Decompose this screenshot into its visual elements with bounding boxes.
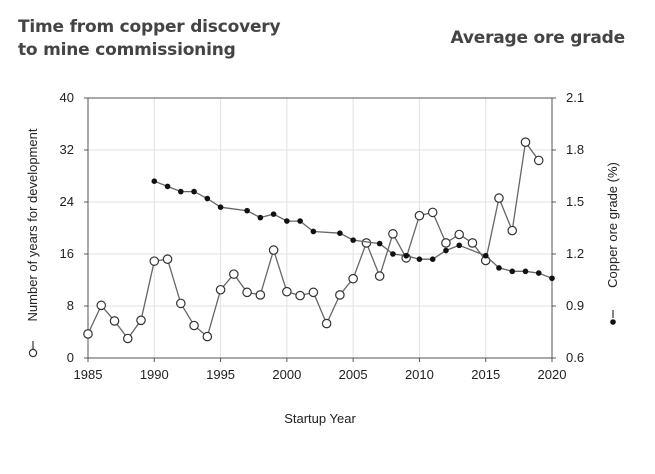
data-point-years: [507, 225, 518, 236]
y-right-tick-label: 1.2: [566, 246, 584, 261]
y-left-tick-label: 8: [67, 298, 74, 313]
grid-lines: [87, 97, 553, 359]
data-point-years: [215, 284, 226, 295]
data-point-ore-grade: [456, 242, 463, 249]
data-point-ore-grade: [416, 256, 423, 263]
data-point-years: [361, 238, 372, 248]
data-point-ore-grade: [482, 252, 489, 259]
x-tick-label: 2000: [272, 367, 301, 382]
data-point-years: [321, 318, 332, 329]
y-right-tick-label: 0.6: [566, 350, 584, 365]
data-point-years: [136, 315, 146, 326]
series-group: [83, 137, 555, 344]
x-axis-label: Startup Year: [284, 411, 356, 426]
data-point-years: [229, 269, 239, 279]
legend-open-circle-icon: [28, 348, 38, 358]
data-point-years: [467, 238, 478, 248]
data-point-ore-grade: [284, 218, 290, 224]
y-left-tick-label: 16: [60, 246, 74, 261]
x-axis-ticks: 1985 1990 1995 2000 2005 2010 2015 2020: [74, 358, 567, 382]
data-point-ore-grade: [549, 275, 555, 282]
data-point-years: [335, 290, 345, 300]
y-left-tick-label: 0: [67, 350, 74, 365]
y-left-tick-label: 24: [60, 194, 74, 209]
chart-title-right: Average ore grade: [450, 28, 626, 48]
y-right-tick-label: 1.8: [566, 142, 584, 157]
data-point-ore-grade: [522, 268, 529, 275]
data-point-years: [308, 287, 319, 298]
x-tick-label: 2020: [538, 367, 567, 382]
data-point-ore-grade: [350, 237, 356, 243]
data-point-ore-grade: [509, 268, 516, 275]
data-point-years: [268, 245, 279, 255]
y-axis-left-label: Number of years for development: [25, 128, 40, 321]
y-right-tick-label: 2.1: [566, 90, 584, 105]
y-axis-left-ticks: 0 8 16 24 32 40: [60, 90, 88, 365]
data-point-years: [295, 290, 305, 301]
legend-right-marker: [610, 310, 616, 325]
data-point-years: [494, 193, 504, 203]
data-point-ore-grade: [496, 265, 502, 271]
data-point-years: [242, 287, 252, 298]
data-point-years: [202, 331, 213, 342]
data-point-ore-grade: [257, 214, 264, 221]
data-point-years: [122, 333, 133, 344]
data-point-years: [83, 329, 93, 339]
data-point-ore-grade: [204, 195, 211, 202]
data-point-ore-grade: [429, 256, 436, 263]
x-tick-label: 1990: [140, 367, 169, 382]
data-point-ore-grade: [376, 240, 383, 247]
data-point-ore-grade: [244, 207, 250, 214]
data-point-years: [520, 137, 531, 147]
data-point-ore-grade: [337, 230, 343, 236]
y-axis-right-label: Copper ore grade (%): [605, 162, 620, 288]
data-point-years: [348, 273, 358, 284]
data-point-years: [109, 316, 120, 326]
data-point-ore-grade: [191, 188, 197, 195]
data-point-ore-grade: [390, 251, 396, 257]
data-point-ore-grade: [151, 178, 158, 184]
data-point-years: [454, 229, 464, 240]
data-point-years: [255, 290, 266, 300]
data-point-years: [388, 229, 398, 239]
data-point-years: [427, 207, 438, 218]
x-tick-label: 2015: [471, 367, 500, 382]
chart-title-left-line1: Time from copper discovery: [18, 17, 281, 37]
y-right-tick-label: 1.5: [566, 194, 584, 209]
y-left-tick-label: 32: [60, 142, 74, 157]
y-axis-right-ticks: 0.6 0.9 1.2 1.5 1.8 2.1: [552, 90, 584, 365]
data-point-years: [176, 298, 186, 309]
data-point-years: [162, 254, 173, 265]
data-point-ore-grade: [178, 188, 184, 195]
data-point-years: [189, 320, 199, 331]
data-point-years: [414, 210, 425, 221]
data-point-ore-grade: [270, 211, 277, 217]
data-point-years: [282, 286, 292, 297]
data-point-years: [96, 300, 107, 311]
x-tick-label: 1995: [206, 367, 235, 382]
y-left-tick-label: 40: [60, 90, 74, 105]
chart-title-left: Time from copper discovery to mine commi…: [18, 16, 318, 62]
legend-filled-circle-icon: [610, 319, 616, 325]
data-point-years: [533, 155, 544, 166]
plot-frame: [87, 97, 553, 359]
data-point-ore-grade: [535, 270, 542, 276]
data-point-years: [149, 256, 160, 266]
data-point-ore-grade: [297, 218, 303, 224]
x-tick-label: 2010: [405, 367, 434, 382]
y-right-tick-label: 0.9: [566, 298, 584, 313]
chart-title-left-line2: to mine commissioning: [18, 40, 236, 60]
data-point-ore-grade: [403, 252, 409, 259]
x-tick-label: 2005: [339, 367, 368, 382]
data-point-ore-grade: [443, 247, 449, 254]
x-tick-label: 1985: [74, 367, 103, 382]
data-point-ore-grade: [164, 183, 171, 190]
legend-left-marker: [28, 341, 38, 358]
data-point-years: [374, 271, 385, 281]
data-point-years: [441, 238, 451, 248]
data-point-ore-grade: [217, 204, 224, 210]
data-point-ore-grade: [310, 228, 317, 235]
